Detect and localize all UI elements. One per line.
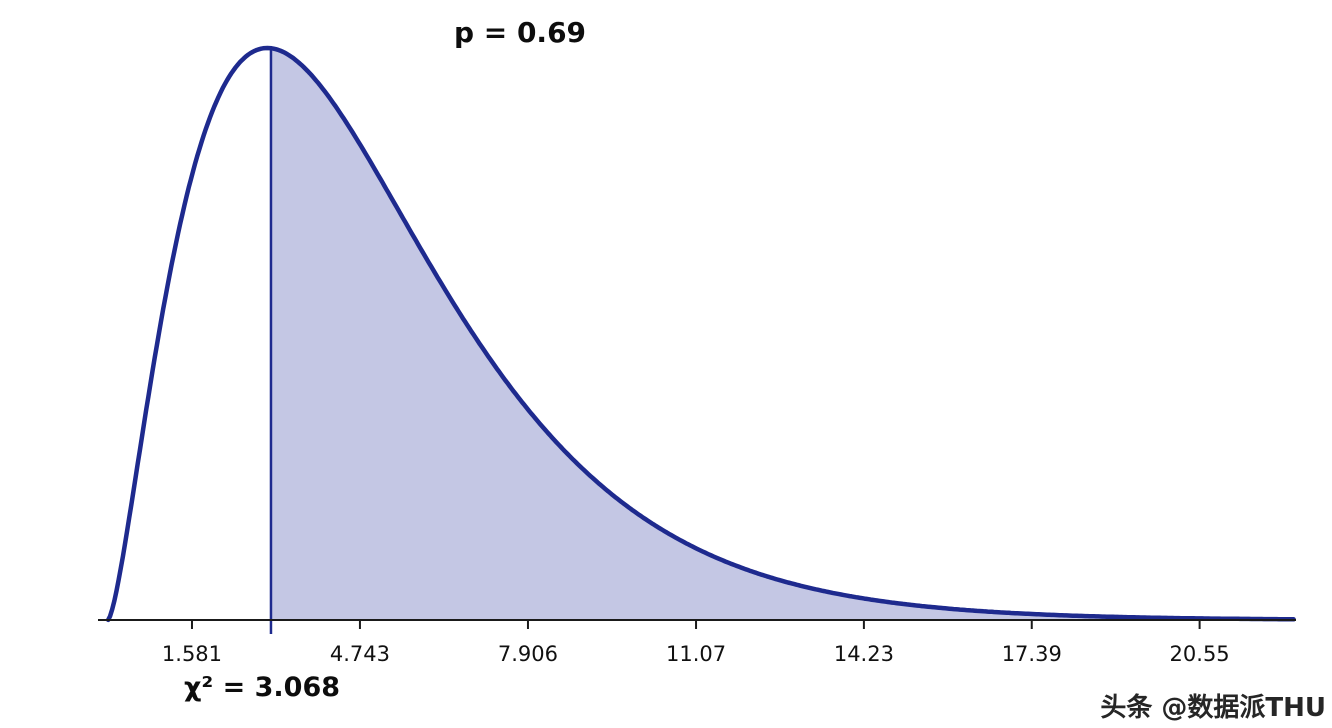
x-axis-tick-label: 11.07 [666, 642, 726, 666]
x-axis-tick-label: 4.743 [330, 642, 390, 666]
chi-square-statistic-label: χ² = 3.068 [183, 672, 341, 703]
shaded-p-area [271, 48, 1296, 620]
x-axis-tick-label: 1.581 [162, 642, 222, 666]
x-axis-tick-label: 14.23 [834, 642, 894, 666]
density-curve [105, 45, 1296, 623]
x-axis-tick-label: 17.39 [1002, 642, 1062, 666]
x-axis-tick-label: 20.55 [1170, 642, 1230, 666]
x-axis-tick-label: 7.906 [498, 642, 558, 666]
watermark-text: 头条 @数据派THU [1100, 693, 1326, 723]
p-value-label: p = 0.69 [453, 16, 587, 49]
